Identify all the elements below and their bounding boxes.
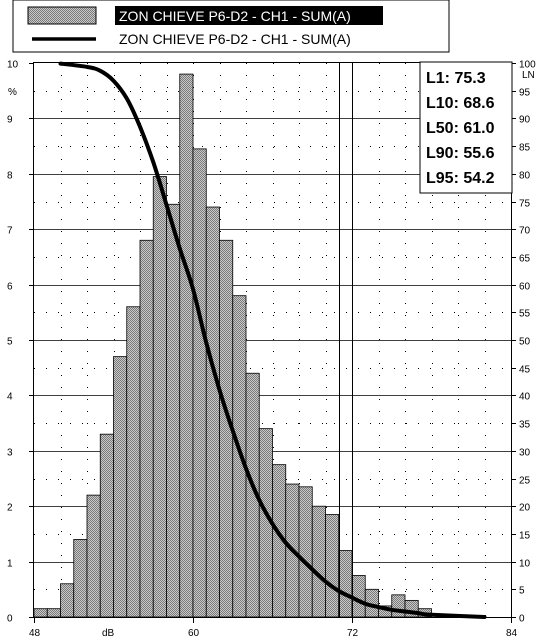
y2-tick-label: 85 bbox=[519, 143, 531, 154]
histogram-bar bbox=[139, 239, 154, 618]
y-tick-label: 7 bbox=[7, 226, 13, 237]
y2-tick-label: 95 bbox=[519, 88, 531, 99]
histogram-bar bbox=[325, 514, 340, 618]
histogram-bar bbox=[298, 486, 313, 618]
y-tick-label: 6 bbox=[7, 282, 13, 293]
x-axis-unit-label: dB bbox=[102, 628, 115, 639]
legend-histogram-label: ZON CHIEVE P6-D2 - CH1 - SUM(A) bbox=[119, 8, 351, 24]
y2-tick-label: 0 bbox=[519, 614, 525, 625]
y2-tick-label: 15 bbox=[519, 531, 531, 542]
cumulative-curve bbox=[58, 61, 487, 619]
histogram-bar bbox=[311, 505, 326, 618]
histogram-bar bbox=[86, 494, 101, 618]
right-axis: 0 5 10 15 20 25 30 35 40 45 50 55 60 65 70 75 80 85 90 95 10… bbox=[511, 60, 536, 625]
y2-tick-label: 5 bbox=[519, 586, 525, 597]
histogram-bar bbox=[113, 356, 128, 618]
y-tick-label: 2 bbox=[7, 503, 13, 514]
y2-tick-label: 45 bbox=[519, 365, 531, 376]
y2-tick-label: 50 bbox=[519, 337, 531, 348]
x-tick-label: 60 bbox=[188, 628, 200, 639]
stat-l90: L90: 55.6 bbox=[426, 145, 495, 162]
y2-tick-label: 90 bbox=[519, 115, 531, 126]
y2-tick-label: 70 bbox=[519, 226, 531, 237]
y-tick-label: 0 bbox=[7, 614, 13, 625]
histogram-bar bbox=[391, 594, 406, 618]
y2-tick-label: 100 bbox=[519, 60, 536, 71]
y2-tick-label: 20 bbox=[519, 503, 531, 514]
y-tick-label: 9 bbox=[7, 115, 13, 126]
statistics-box-frame bbox=[419, 61, 513, 194]
legend-histogram-swatch bbox=[27, 6, 97, 25]
y-tick-label: 4 bbox=[7, 392, 13, 403]
histogram-bar bbox=[152, 176, 167, 618]
left-axis: 0 1 2 3 4 5 6 7 8 9 10 bbox=[7, 60, 34, 625]
histogram-bar bbox=[126, 306, 141, 618]
histogram-bar bbox=[60, 583, 75, 618]
histogram-bars bbox=[33, 73, 432, 618]
y2-tick-label: 10 bbox=[519, 559, 531, 570]
y2-tick-label: 75 bbox=[519, 199, 531, 210]
x-tick-label: 48 bbox=[29, 628, 41, 639]
stat-l50: L50: 61.0 bbox=[426, 120, 495, 137]
histogram-bar bbox=[232, 295, 247, 618]
histogram-bar bbox=[338, 550, 353, 618]
x-tick-label: 84 bbox=[506, 628, 518, 639]
x-tick-label: 72 bbox=[347, 628, 359, 639]
y2-tick-label: 30 bbox=[519, 448, 531, 459]
stat-l95: L95: 54.2 bbox=[426, 170, 495, 187]
y2-tick-label: 65 bbox=[519, 254, 531, 265]
legend: ZON CHIEVE P6-D2 - CH1 - SUM(A) ZON CHIE… bbox=[12, 0, 450, 53]
y2-tick-label: 55 bbox=[519, 309, 531, 320]
marker-lines bbox=[339, 63, 353, 617]
histogram-bar bbox=[99, 433, 114, 618]
y2-tick-label: 40 bbox=[519, 392, 531, 403]
y2-tick-label: 80 bbox=[519, 171, 531, 182]
y2-tick-label: 60 bbox=[519, 282, 531, 293]
legend-cumulative-label: ZON CHIEVE P6-D2 - CH1 - SUM(A) bbox=[119, 31, 351, 47]
y-tick-label: 5 bbox=[7, 337, 13, 348]
y-tick-label: 3 bbox=[7, 448, 13, 459]
histogram-bar bbox=[205, 206, 220, 618]
y-axis-unit-label: % bbox=[8, 87, 17, 98]
y-tick-label: 10 bbox=[7, 60, 19, 71]
statistics-box: L1: 75.3 L10: 68.6 L50: 61.0 L90: 55.6 L… bbox=[419, 61, 513, 194]
histogram-bar bbox=[33, 608, 48, 618]
stat-l10: L10: 68.6 bbox=[426, 95, 495, 112]
stat-l1: L1: 75.3 bbox=[426, 70, 486, 87]
legend-selection-highlight bbox=[115, 6, 383, 25]
histogram-bar bbox=[46, 608, 61, 618]
y2-axis-unit-label: LN bbox=[522, 70, 535, 81]
bottom-axis: 48 60 72 84 bbox=[29, 617, 518, 639]
histogram-bar bbox=[73, 539, 88, 618]
histogram-bar bbox=[179, 73, 194, 618]
y2-tick-label: 35 bbox=[519, 420, 531, 431]
y-tick-label: 1 bbox=[7, 559, 13, 570]
histogram-bar bbox=[351, 575, 366, 618]
y-tick-label: 8 bbox=[7, 171, 13, 182]
histogram-bar bbox=[166, 203, 181, 618]
histogram-bar bbox=[192, 148, 207, 618]
y2-tick-label: 25 bbox=[519, 476, 531, 487]
